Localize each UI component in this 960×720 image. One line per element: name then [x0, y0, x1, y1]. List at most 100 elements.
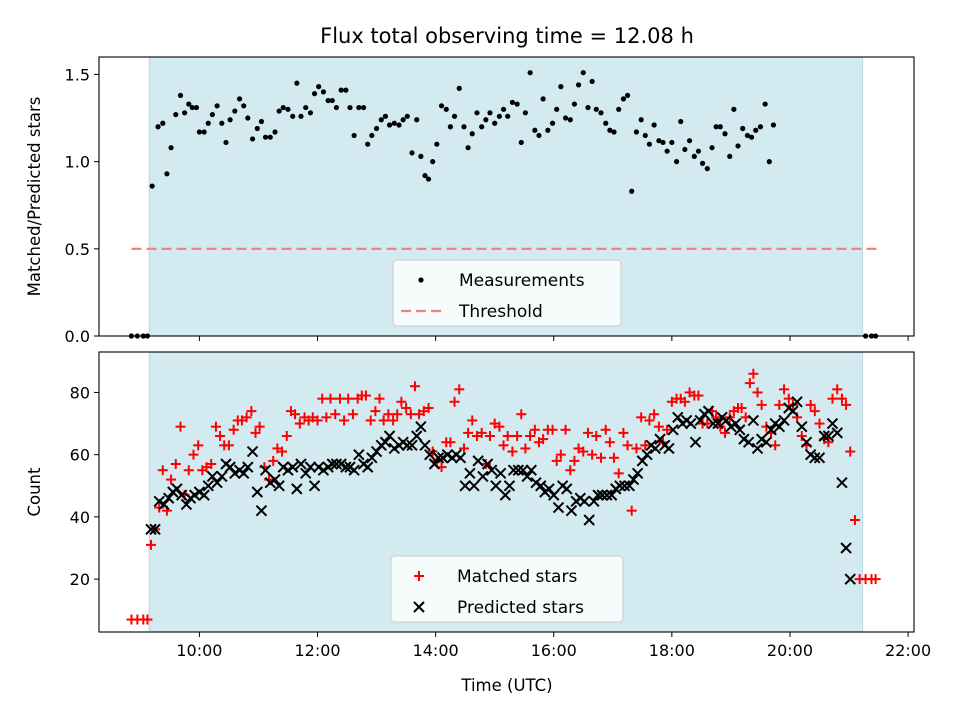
data-point: [729, 417, 742, 430]
data-point: [414, 117, 420, 123]
data-point: [316, 84, 322, 90]
data-point: [585, 104, 591, 111]
data-point: [631, 443, 642, 454]
data-point: [188, 449, 199, 460]
data-point: [249, 136, 256, 142]
data-point: [445, 437, 456, 448]
data-point: [205, 120, 211, 126]
data-point: [548, 489, 560, 501]
data-point: [304, 461, 317, 473]
data-point: [796, 420, 808, 433]
data-point: [571, 101, 578, 107]
data-point: [276, 108, 282, 114]
data-point: [443, 106, 449, 112]
data-point: [254, 125, 260, 132]
data-point: [624, 92, 631, 98]
data-point: [496, 113, 503, 119]
data-point: [451, 113, 458, 119]
data-point: [507, 446, 518, 457]
data-point: [589, 78, 595, 85]
data-point: [770, 440, 781, 451]
data-point: [404, 113, 410, 119]
data-point: [809, 452, 821, 464]
data-point: [735, 143, 741, 149]
legend-label: Predicted stars: [457, 598, 584, 618]
data-point: [535, 480, 547, 492]
data-point: [569, 455, 580, 466]
data-point: [642, 132, 648, 139]
data-point: [330, 409, 341, 420]
data-point: [388, 415, 399, 426]
data-point: [370, 445, 383, 458]
data-point: [382, 113, 389, 119]
data-point: [791, 396, 803, 408]
y-axis-title-top: Matched/Predicted stars: [25, 97, 44, 297]
data-point: [281, 431, 292, 441]
data-point: [762, 101, 768, 107]
data-point: [618, 427, 629, 438]
data-point: [406, 439, 418, 452]
data-point: [638, 117, 644, 123]
data-point: [449, 396, 460, 407]
data-point: [761, 421, 772, 432]
data-point: [627, 473, 640, 486]
data-point: [826, 417, 839, 430]
data-point: [525, 464, 538, 476]
data-point: [593, 106, 599, 112]
data-point: [720, 427, 731, 438]
data-point: [307, 110, 314, 116]
data-point: [232, 108, 238, 114]
data-point: [228, 424, 239, 435]
data-point: [773, 420, 786, 433]
x-tick-label: 10:00: [176, 641, 222, 660]
data-point: [490, 480, 502, 492]
data-point: [752, 387, 763, 398]
data-point: [432, 452, 445, 464]
data-point: [255, 504, 268, 517]
data-point: [543, 483, 555, 495]
axes-frame-bottom: [98, 351, 915, 633]
chart-title: Flux total observing time = 12.08 h: [320, 24, 694, 48]
data-point: [712, 417, 724, 430]
data-point: [202, 480, 214, 492]
data-point: [731, 106, 737, 112]
data-point: [386, 122, 393, 128]
y-tick-label: 0.0: [65, 327, 90, 346]
data-point: [201, 129, 207, 135]
data-point: [237, 467, 250, 480]
data-point: [727, 153, 733, 159]
data-point: [651, 122, 657, 128]
data-point: [503, 480, 516, 492]
data-point: [294, 80, 300, 86]
data-point: [699, 160, 706, 166]
data-point: [525, 431, 536, 441]
data-point: [505, 113, 511, 119]
y-axis-title-bottom: Count: [25, 467, 44, 517]
data-point: [774, 399, 785, 410]
data-point: [760, 436, 773, 448]
data-point: [459, 480, 471, 492]
x-axis-title: Time (UTC): [460, 676, 552, 695]
data-point: [409, 150, 415, 156]
data-point: [664, 148, 670, 154]
data-point: [177, 92, 184, 98]
data-point: [536, 132, 542, 139]
data-point: [765, 424, 777, 436]
data-point: [596, 489, 608, 501]
y-tick-label: 0.5: [65, 240, 90, 259]
data-point: [779, 384, 790, 395]
data-point: [430, 159, 436, 165]
data-point: [423, 403, 434, 413]
data-point: [164, 171, 170, 177]
data-point: [193, 104, 200, 111]
data-point: [720, 414, 732, 427]
data-point: [254, 421, 265, 432]
data-point: [246, 406, 257, 417]
legend-box: [392, 259, 622, 327]
data-point: [870, 574, 881, 585]
data-point: [552, 501, 565, 514]
data-point: [396, 396, 407, 407]
data-point: [280, 104, 286, 111]
data-point: [614, 480, 626, 492]
data-point: [521, 470, 533, 483]
